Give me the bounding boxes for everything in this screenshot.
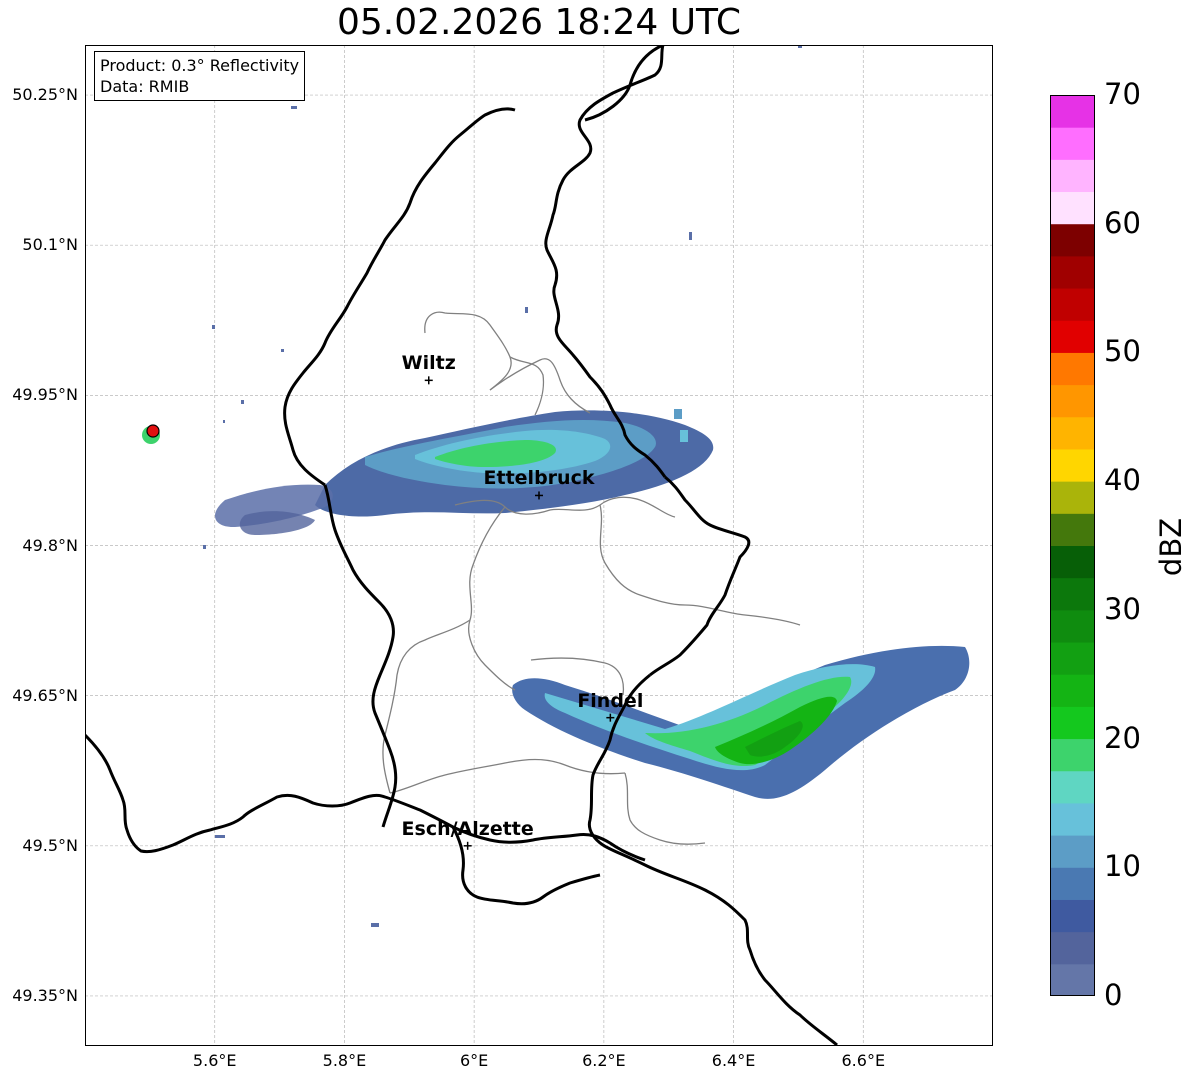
colorbar-tick-label: 20	[1104, 720, 1141, 755]
colorbar-segment	[1050, 384, 1095, 418]
colorbar-segment	[1050, 191, 1095, 225]
city-label: Ettelbruck	[483, 467, 595, 490]
page-title: 05.02.2026 18:24 UTC	[336, 2, 742, 43]
city-markers	[424, 376, 615, 850]
colorbar-segment	[1050, 802, 1095, 836]
y-tick-label: 49.8°N	[22, 535, 78, 555]
echo-band-north	[214, 409, 714, 535]
city-label: Wiltz	[401, 352, 456, 375]
colorbar-segment	[1050, 223, 1095, 257]
info-product: Product: 0.3° Reflectivity	[100, 56, 300, 75]
info-box: Product: 0.3° Reflectivity Data: RMIB	[94, 51, 306, 101]
city-marker	[463, 841, 472, 850]
colorbar-segment	[1050, 288, 1095, 321]
x-tick-label: 6.2°E	[582, 1051, 626, 1070]
x-tick-label: 6°E	[459, 1051, 489, 1070]
colorbar-segment	[1050, 95, 1095, 128]
map-frame-border	[85, 45, 993, 1046]
colorbar-label: dBZ	[1154, 517, 1184, 577]
colorbar-segment	[1050, 352, 1095, 386]
colorbar-segment	[1050, 320, 1095, 353]
colorbar-tick-label: 0	[1104, 978, 1123, 1012]
echo-band-south	[512, 645, 970, 799]
colorbar-segment	[1050, 577, 1095, 611]
colorbar-segment	[1050, 127, 1095, 160]
map-panel[interactable]: Product: 0.3° Reflectivity Data: RMIB	[85, 45, 993, 1046]
city-marker	[535, 491, 543, 500]
city-label: Findel	[577, 689, 644, 712]
x-tick-label: 5.6°E	[192, 1051, 237, 1070]
colorbar-segment	[1050, 963, 1095, 997]
info-data-source: Data: RMIB	[100, 77, 190, 96]
y-tick-label: 49.5°N	[22, 835, 78, 855]
colorbar-segment	[1050, 609, 1095, 643]
colorbar-tick-label: 50	[1104, 334, 1141, 369]
colorbar-tick-label: 70	[1104, 77, 1141, 111]
colorbar-segment	[1050, 255, 1095, 289]
colorbar-segment	[1050, 416, 1095, 450]
colorbar-segment	[1050, 899, 1095, 933]
radar-map[interactable]	[85, 45, 993, 1046]
radar-site	[142, 424, 160, 444]
colorbar-segment	[1050, 481, 1095, 514]
colorbar-tick-label: 30	[1104, 591, 1141, 626]
city-label: Esch/Alzette	[401, 817, 534, 840]
city-marker	[424, 376, 433, 385]
colorbar-segment	[1050, 835, 1095, 868]
y-tick-label: 49.65°N	[12, 685, 78, 705]
colorbar-border	[1050, 95, 1095, 996]
colorbar	[1050, 95, 1095, 997]
colorbar-tick-label: 60	[1104, 205, 1141, 240]
y-tick-label: 49.35°N	[12, 985, 78, 1005]
canton-boundaries	[382, 311, 801, 845]
colorbar-segment	[1050, 159, 1095, 193]
colorbar-segment	[1050, 738, 1095, 772]
colorbar-segment	[1050, 545, 1095, 579]
colorbar-segment	[1050, 513, 1095, 546]
x-tick-label: 5.8°E	[322, 1051, 367, 1070]
colorbar-segment	[1050, 931, 1095, 965]
colorbar-scale	[1050, 95, 1095, 997]
colorbar-segment	[1050, 867, 1095, 900]
colorbar-segment	[1050, 674, 1095, 707]
colorbar-segment	[1050, 642, 1095, 675]
y-tick-label: 50.25°N	[12, 85, 78, 105]
y-tick-label: 50.1°N	[22, 235, 78, 255]
colorbar-segment	[1050, 448, 1095, 482]
x-tick-label: 6.6°E	[841, 1051, 886, 1070]
country-borders	[85, 45, 838, 1046]
colorbar-segment	[1050, 706, 1095, 740]
city-marker	[606, 713, 615, 722]
colorbar-tick-label: 10	[1104, 849, 1141, 884]
y-tick-label: 49.95°N	[12, 385, 78, 405]
colorbar-tick-label: 40	[1104, 463, 1141, 498]
x-tick-label: 6.4°E	[711, 1051, 756, 1070]
colorbar-segment	[1050, 770, 1095, 804]
echo-speckles	[203, 45, 802, 927]
